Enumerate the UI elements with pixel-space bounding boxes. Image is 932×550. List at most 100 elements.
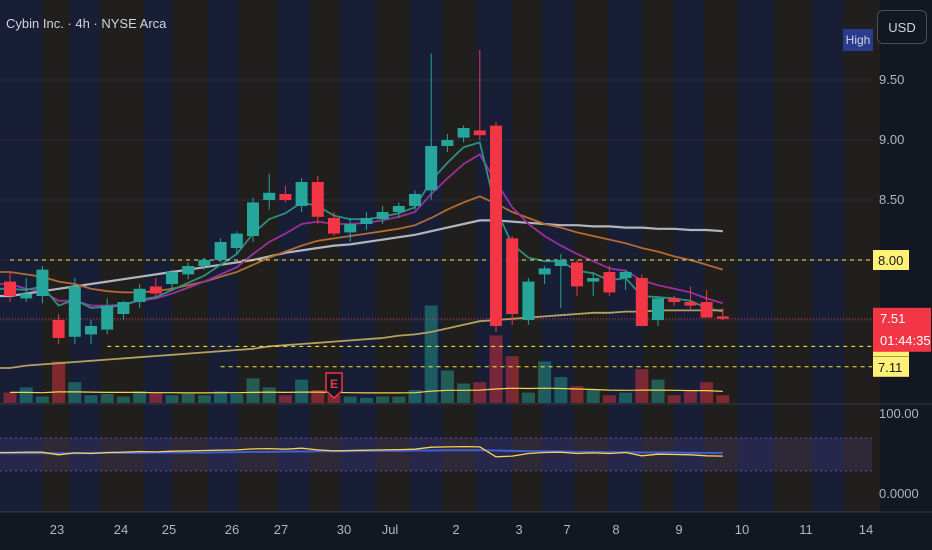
volume-bar (35, 396, 49, 403)
session-band (0, 0, 42, 512)
volume-bar (262, 387, 276, 403)
session-band (774, 0, 812, 512)
price-axis: 9.509.008.508.007.287.117.5101:44:35100.… (873, 72, 931, 501)
session-band (278, 0, 310, 512)
candle (506, 236, 519, 325)
candle-body (182, 266, 195, 275)
session-band (674, 0, 704, 512)
session-band (70, 0, 100, 512)
volume-bar (473, 382, 487, 403)
moving-average-line (0, 141, 723, 313)
candle (554, 254, 567, 308)
candle-body (700, 302, 713, 318)
time-label: 26 (225, 522, 239, 537)
volume-bar (246, 378, 260, 403)
price-tick: 9.50 (879, 72, 904, 87)
volume-bar (327, 395, 341, 403)
session-band (704, 0, 738, 512)
candle (716, 308, 729, 320)
candle-body (441, 140, 454, 146)
candle (4, 272, 16, 302)
session-band (642, 0, 674, 512)
candle (409, 190, 421, 210)
currency-button[interactable]: USD (877, 10, 927, 44)
candle-body (4, 281, 16, 296)
volume-bar (214, 391, 228, 403)
price-tick: 8.50 (879, 192, 904, 207)
candle-body (425, 146, 438, 191)
candle (652, 296, 664, 326)
rsi-band (0, 438, 872, 471)
current-price-bg (873, 307, 931, 352)
session-band (376, 0, 410, 512)
candle-body (506, 238, 519, 314)
rsi-line (0, 445, 723, 458)
candle (441, 134, 454, 152)
volume-bar (133, 391, 147, 403)
volume-bar (683, 391, 697, 403)
session-band (172, 0, 208, 512)
candle-body (214, 242, 227, 260)
volume-bar (52, 361, 66, 403)
volume-bar (68, 382, 82, 403)
volume-bar (619, 392, 633, 403)
moving-average-line (0, 219, 723, 298)
price-tick: 9.00 (879, 132, 904, 147)
time-label: 3 (515, 522, 522, 537)
session-band (574, 0, 608, 512)
candle (230, 231, 243, 254)
candle-body (554, 260, 567, 266)
candle (635, 274, 648, 326)
volume-bar (700, 382, 714, 403)
session-band (738, 0, 774, 512)
level-label-bg (873, 356, 909, 377)
chart-title: Cybin Inc. · 4h · NYSE Arca (6, 16, 167, 31)
time-label: 23 (50, 522, 64, 537)
candle-body (166, 272, 178, 284)
session-band (42, 0, 70, 512)
candle (571, 260, 583, 296)
session-band (340, 0, 376, 512)
level-label-bg (873, 250, 909, 270)
current-price-label: 7.51 01:44:35 (873, 307, 931, 352)
candle (700, 290, 713, 318)
level-label-text: 7.11 (878, 360, 902, 375)
candle-body (360, 218, 373, 224)
candle-body (571, 262, 583, 287)
candle-body (328, 218, 340, 234)
candle (522, 278, 535, 325)
earnings-marker-label: E (330, 377, 338, 391)
candle (668, 296, 681, 306)
candle (149, 278, 162, 299)
candle-body (68, 286, 81, 337)
candle (133, 284, 146, 308)
volume-bar (521, 392, 535, 403)
current-price-text: 7.51 (880, 311, 905, 326)
volume-bar (440, 370, 454, 403)
volume-bar (116, 396, 130, 403)
candle (101, 298, 114, 335)
session-band (812, 0, 844, 512)
candle-body (230, 233, 243, 248)
volume-bar (667, 395, 681, 403)
time-label: 8 (612, 522, 619, 537)
volume-bar (635, 369, 649, 403)
volume-bar (602, 395, 616, 403)
candle-body (85, 326, 97, 335)
time-label: 11 (799, 522, 813, 537)
time-label: Jul (382, 522, 399, 537)
high-tag: High (843, 29, 873, 51)
volume-bar (149, 392, 163, 403)
moving-average-lines (0, 141, 724, 369)
candle (684, 286, 697, 311)
volume-bar (489, 335, 503, 403)
candle-body (409, 194, 421, 206)
candle (587, 272, 600, 296)
candle-body (344, 224, 357, 233)
candle-body (376, 212, 389, 220)
markers: E (325, 372, 343, 399)
session-band (310, 0, 340, 512)
candle-body (652, 298, 664, 320)
candle (214, 238, 227, 263)
